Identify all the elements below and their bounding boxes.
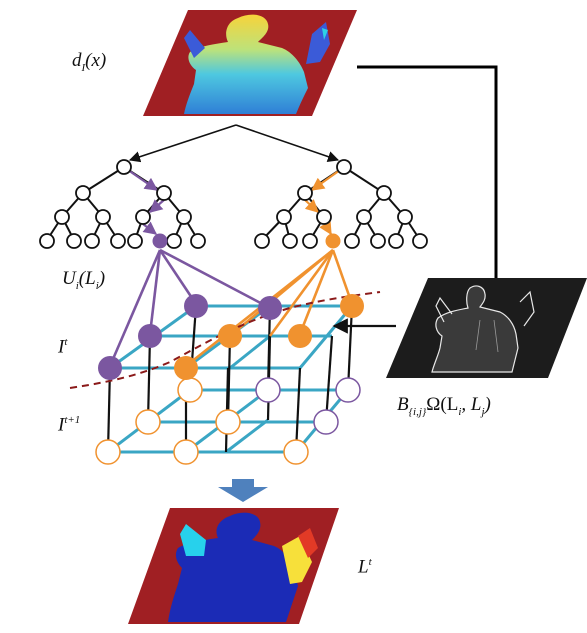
depth-map-image bbox=[143, 10, 357, 116]
unary-term-label: Ui(Li) bbox=[62, 268, 106, 292]
grid-layer-t-nodes bbox=[98, 294, 364, 380]
layer-t-label: It bbox=[58, 336, 68, 358]
layer-t1-label: It+1 bbox=[58, 414, 81, 436]
pairwise-term-label: B{i,j}Ω(Li, Lj) bbox=[397, 394, 491, 418]
unary-links-purple bbox=[108, 248, 271, 367]
side-connector bbox=[357, 65, 498, 282]
label-boundary bbox=[69, 291, 381, 389]
output-label: Lt bbox=[358, 556, 372, 578]
left-tree bbox=[39, 159, 206, 249]
right-leaf-selected bbox=[325, 233, 341, 249]
depth-map-label: dI(x) bbox=[72, 50, 107, 74]
edge-map-image bbox=[386, 278, 587, 378]
left-leaf-selected bbox=[152, 233, 168, 249]
output-arrow bbox=[218, 479, 268, 502]
label-map-image bbox=[128, 508, 339, 624]
root-arrows bbox=[128, 124, 340, 163]
right-tree bbox=[254, 159, 428, 249]
